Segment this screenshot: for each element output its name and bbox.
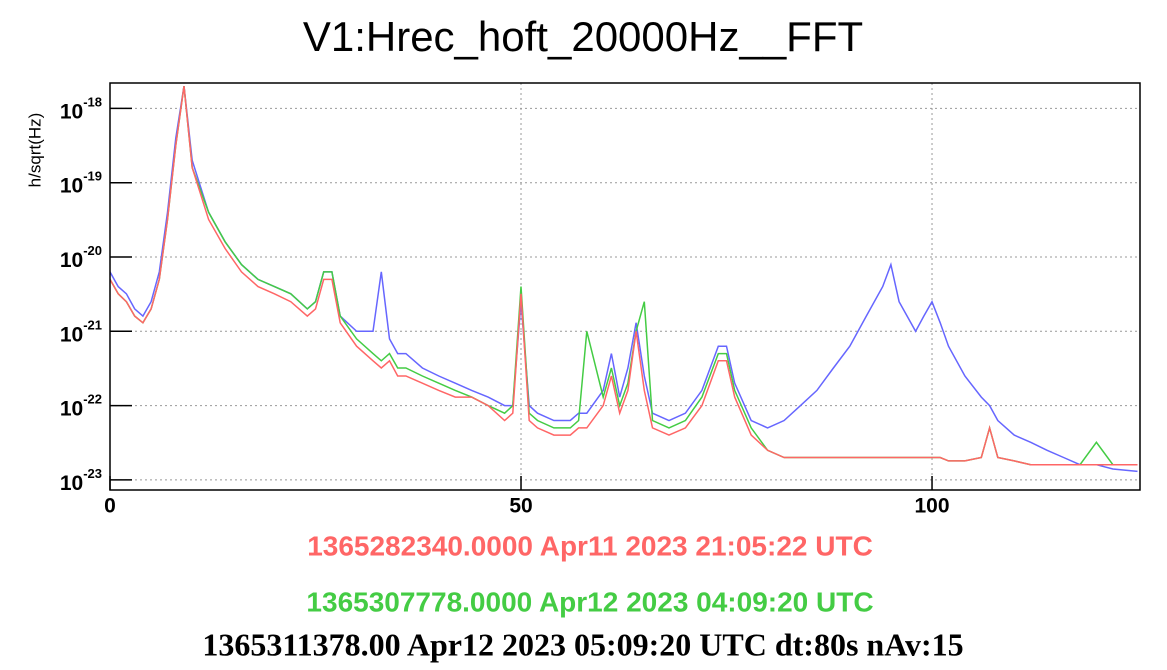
y-tick-label: 10-19 (60, 169, 102, 197)
y-tick-label: 10-18 (60, 95, 102, 123)
series-label: 1365282340.0000 Apr11 2023 21:05:22 UTC (307, 530, 873, 561)
x-tick-label: 0 (104, 495, 116, 518)
series-line (110, 85, 1138, 473)
x-tick-label: 50 (509, 495, 532, 518)
y-tick-label: 10-23 (60, 466, 102, 494)
y-tick-label: 10-22 (60, 392, 102, 420)
ticks: 10-23 10-22 10-21 10-20 10-19 10-18 0 50 100 (60, 95, 950, 518)
grid (109, 83, 1140, 490)
series-line (110, 85, 1138, 466)
series-line (110, 85, 1138, 466)
y-tick-label: 10-20 (60, 243, 102, 271)
series-label: 1365311378.00 Apr12 2023 05:09:20 UTC dt… (202, 626, 963, 662)
y-tick-label: 10-21 (60, 318, 102, 346)
plot-frame (109, 82, 1141, 491)
x-tick-label: 100 (915, 495, 950, 518)
chart-title: V1:Hrec_hoft_20000Hz__FFT (303, 13, 863, 60)
y-axis-label: h/sqrt(Hz) (25, 113, 44, 188)
plot-lines (110, 85, 1138, 473)
series-label: 1365307778.0000 Apr12 2023 04:09:20 UTC (306, 586, 873, 617)
